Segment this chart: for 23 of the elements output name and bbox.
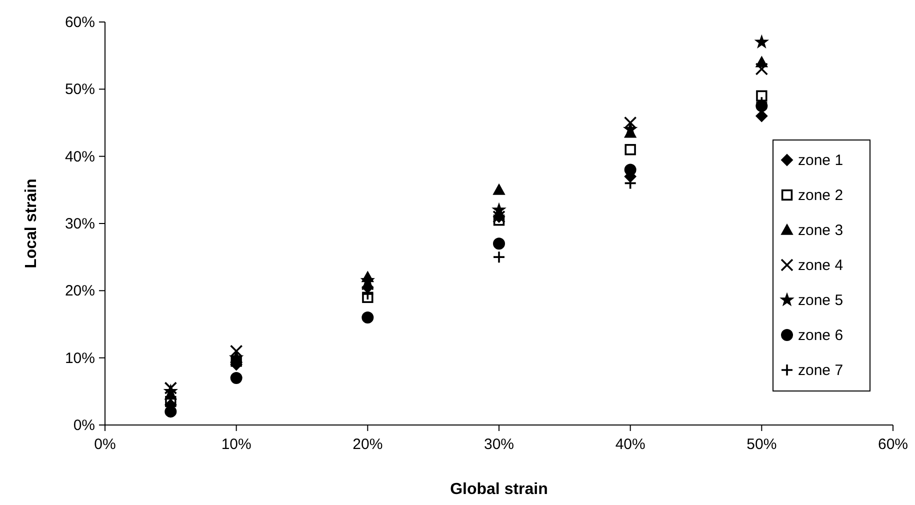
legend-label: zone 5 — [798, 292, 844, 309]
x-tick-label: 50% — [746, 436, 777, 453]
legend-label: zone 4 — [798, 257, 844, 274]
y-axis-title: Local strain — [23, 178, 40, 268]
y-tick-label: 10% — [64, 350, 95, 367]
x-tick-label: 20% — [352, 436, 383, 453]
y-tick-label: 50% — [64, 81, 95, 98]
y-tick-label: 0% — [73, 417, 95, 434]
y-tick-label: 30% — [64, 216, 95, 232]
legend-label: zone 1 — [798, 152, 844, 169]
x-axis-title: Global strain — [450, 481, 548, 498]
x-tick-label: 60% — [878, 436, 908, 453]
x-tick-label: 40% — [615, 436, 646, 453]
x-tick-label: 10% — [221, 436, 252, 453]
y-tick-label: 20% — [64, 282, 95, 300]
legend-label: zone 3 — [798, 222, 844, 239]
legend-label: zone 2 — [798, 187, 844, 204]
y-tick-label: 40% — [64, 148, 95, 166]
legend-label: zone 6 — [798, 327, 844, 344]
y-tick-label: 60% — [64, 14, 95, 31]
legend-label: zone 7 — [798, 362, 844, 379]
x-tick-label: 30% — [484, 436, 514, 453]
x-tick-label: 0% — [94, 436, 116, 453]
